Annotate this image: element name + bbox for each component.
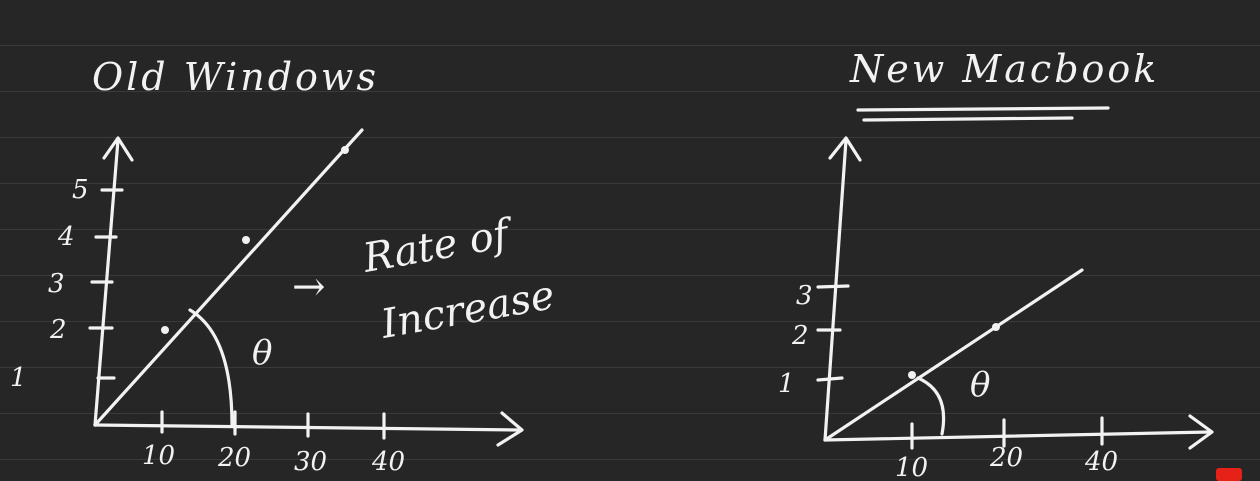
left-x-tick-label-40: 40	[371, 447, 405, 477]
right-line-point	[908, 371, 916, 379]
right-y-tick	[816, 376, 844, 382]
left-line-point	[242, 236, 250, 244]
left-line-point	[161, 326, 169, 334]
right-y-axis	[823, 138, 848, 442]
left-x-axis-arrowhead	[496, 411, 524, 447]
left-x-tick-label-30: 30	[294, 447, 327, 477]
left-angle-arc	[188, 308, 234, 427]
left-chart-title: Old Windows	[92, 55, 379, 99]
right-y-tick-label-2: 2	[791, 321, 809, 351]
left-y-tick-label-5: 5	[72, 175, 89, 205]
left-x-tick-label-20: 20	[217, 443, 251, 473]
left-y-tick-label-3: 3	[48, 269, 65, 299]
right-title-underline	[862, 116, 1074, 122]
left-y-tick-label-4: 4	[57, 222, 75, 252]
left-x-tick-label-10: 10	[142, 441, 175, 471]
left-trend-line	[93, 128, 364, 427]
left-chart: Old Windows 1 2 3 4 5 10	[10, 55, 558, 477]
right-y-tick-label-3: 3	[796, 281, 813, 311]
right-trend-line	[823, 268, 1084, 442]
video-badge-icon	[1216, 468, 1242, 481]
right-x-axis	[823, 430, 1212, 442]
right-y-axis-arrowhead	[828, 136, 862, 162]
right-x-tick-label-10: 10	[895, 453, 928, 481]
left-y-tick-label-2: 2	[49, 315, 67, 345]
right-x-axis-arrowhead	[1188, 414, 1214, 450]
right-line-point	[992, 323, 1000, 331]
right-x-tick-label-40: 40	[1084, 447, 1118, 477]
annotation-arrow: →	[292, 264, 326, 310]
left-y-tick-label-1: 1	[10, 363, 27, 393]
right-angle-arc	[916, 376, 946, 436]
right-chart-title: New Macbook	[849, 47, 1159, 91]
right-chart: New Macbook 1 2 3 10 20 40	[778, 47, 1214, 481]
left-angle-label: θ	[252, 333, 272, 373]
right-y-tick	[816, 284, 850, 289]
right-angle-label: θ	[970, 365, 990, 405]
annotation-line-1: Rate of	[359, 210, 518, 282]
left-y-axis-arrowhead	[102, 136, 134, 162]
left-line-point	[341, 146, 349, 154]
right-x-tick-label-20: 20	[989, 443, 1023, 473]
right-title-underline	[856, 106, 1110, 112]
annotation-line-2: Increase	[377, 272, 558, 348]
right-y-tick-label-1: 1	[778, 369, 795, 399]
